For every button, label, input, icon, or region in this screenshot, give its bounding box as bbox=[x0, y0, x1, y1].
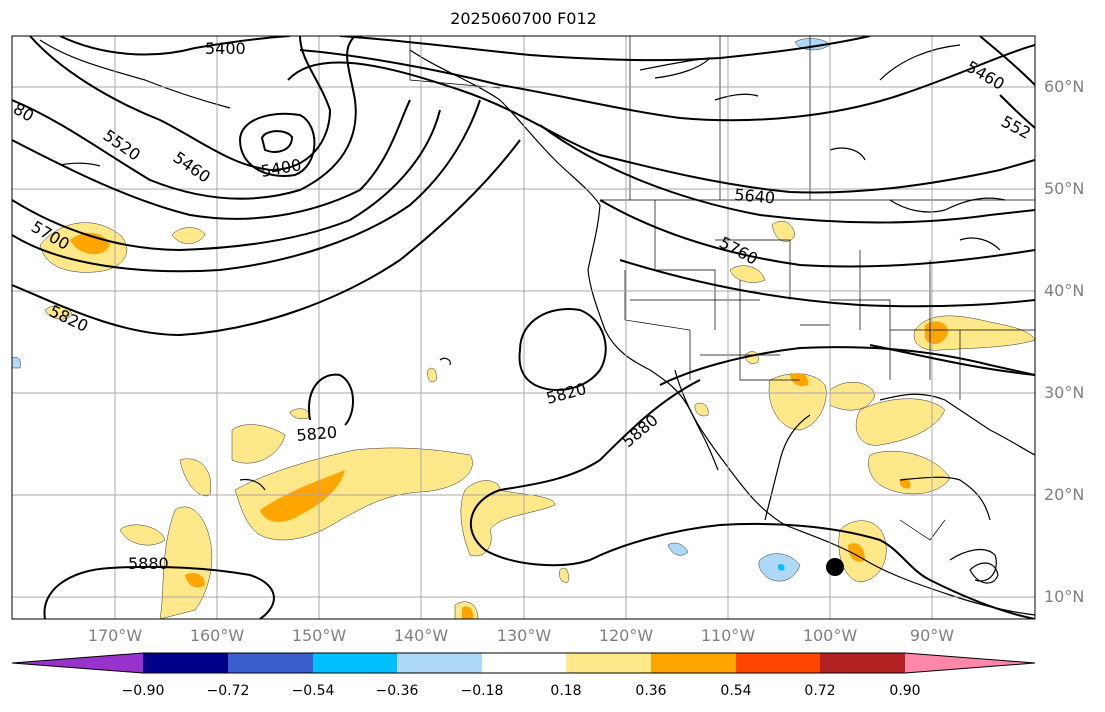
lon-label: 90°W bbox=[909, 626, 955, 645]
contour-label: 5880 bbox=[128, 554, 169, 573]
colorbar-tick: −0.36 bbox=[375, 683, 419, 699]
colorbar-tick: 0.18 bbox=[550, 683, 582, 699]
colorbar-tick: 0.54 bbox=[720, 683, 752, 699]
lat-label: 60°N bbox=[1044, 77, 1085, 96]
contour-label: 5820 bbox=[296, 423, 338, 445]
colorbar bbox=[11, 652, 1036, 674]
lon-label: 170°W bbox=[87, 626, 143, 645]
contour-label: 5400 bbox=[205, 39, 246, 58]
colorbar-tick: 0.90 bbox=[889, 683, 921, 699]
boundaries bbox=[409, 36, 1035, 541]
map-title: 2025060700 F012 bbox=[450, 9, 597, 28]
lat-label: 20°N bbox=[1044, 485, 1085, 504]
colorbar-tick: −0.54 bbox=[291, 683, 335, 699]
lon-label: 140°W bbox=[393, 626, 449, 645]
colorbar-tick: −0.72 bbox=[206, 683, 250, 699]
lon-label: 160°W bbox=[189, 626, 245, 645]
shading-layer bbox=[39, 220, 1035, 619]
gridlines bbox=[12, 36, 1035, 619]
lon-label: 150°W bbox=[291, 626, 347, 645]
lat-label: 50°N bbox=[1044, 179, 1085, 198]
lon-label: 130°W bbox=[496, 626, 552, 645]
colorbar-tick: −0.18 bbox=[460, 683, 504, 699]
height-contours bbox=[12, 36, 1035, 619]
storm-marker bbox=[826, 558, 844, 576]
colorbar-extend-low bbox=[12, 653, 143, 673]
colorbar-tick: 0.36 bbox=[635, 683, 667, 699]
colorbar-tick: 0.72 bbox=[804, 683, 836, 699]
map-area: 5400 5400 5460 5460 5520 552 80 5640 570… bbox=[12, 36, 1035, 619]
map-frame bbox=[11, 35, 1036, 620]
colorbar-extend-high bbox=[905, 653, 1035, 673]
lat-label: 10°N bbox=[1044, 587, 1085, 606]
contour-label: 5640 bbox=[734, 185, 776, 207]
coastlines bbox=[39, 39, 1035, 616]
lon-label: 120°W bbox=[598, 626, 654, 645]
lon-label: 110°W bbox=[700, 626, 756, 645]
colorbar-tick: −0.90 bbox=[121, 683, 165, 699]
lon-label: 100°W bbox=[802, 626, 858, 645]
lat-label: 30°N bbox=[1044, 383, 1085, 402]
lat-label: 40°N bbox=[1044, 281, 1085, 300]
